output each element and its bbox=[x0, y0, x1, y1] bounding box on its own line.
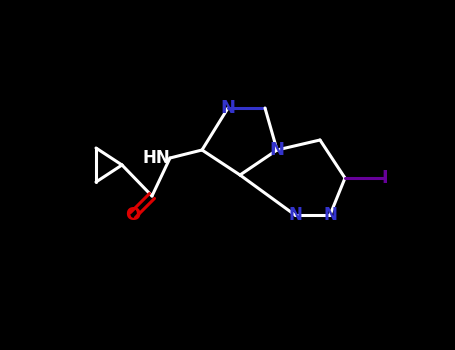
Text: N: N bbox=[269, 141, 284, 159]
Text: HN: HN bbox=[142, 149, 170, 167]
Text: I: I bbox=[382, 169, 388, 187]
Text: N: N bbox=[221, 99, 236, 117]
Text: O: O bbox=[126, 206, 141, 224]
Text: N: N bbox=[288, 206, 302, 224]
Text: N: N bbox=[323, 206, 337, 224]
